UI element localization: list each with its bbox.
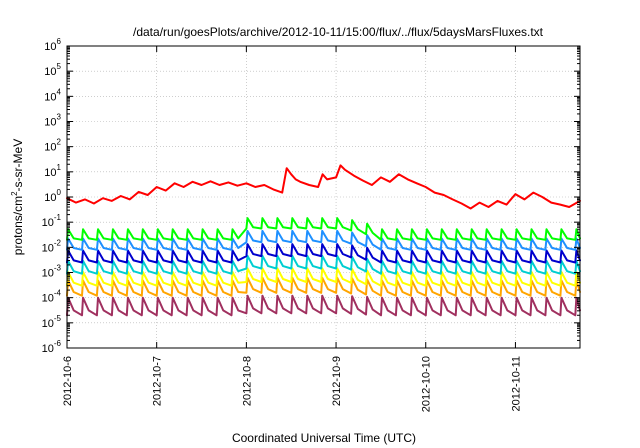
x-tick-label: 2012-10-10 [421, 356, 433, 412]
series-line [66, 294, 581, 317]
y-tick-label: 10-2 [42, 238, 62, 254]
x-axis: 2012-10-6 2012-10-7 2012-10-8 2012-10-9 2012… [62, 46, 522, 412]
y-tick-label: 10-5 [42, 314, 62, 330]
y-tick-label: 10-3 [42, 264, 62, 280]
y-tick-label: 101 [44, 163, 61, 179]
y-tick-label: 10-1 [42, 213, 62, 229]
x-tick-label: 2012-10-7 [152, 356, 164, 406]
y-axis-label-rest: -s-sr-MeV [11, 139, 25, 192]
y-tick-label: 102 [44, 138, 61, 154]
x-axis-label: Coordinated Universal Time (UTC) [232, 431, 416, 445]
chart-title: /data/run/goesPlots/archive/2012-10-11/1… [133, 25, 544, 39]
y-axis-label-sup: 2 [10, 191, 19, 196]
series-line [66, 243, 581, 264]
series-line [66, 229, 581, 251]
x-tick-label: 2012-10-8 [241, 356, 253, 406]
y-tick-label: 106 [44, 37, 61, 53]
series-lines [66, 164, 581, 317]
y-tick-label: 100 [44, 188, 61, 204]
y-axis-label: protons/cm2-s-sr-MeV [10, 139, 25, 255]
y-tick-label: 105 [44, 62, 61, 78]
y-tick-label: 10-6 [42, 339, 62, 355]
y-axis-label-base: protons/cm [11, 196, 25, 255]
grid-lines [67, 46, 580, 348]
x-tick-label: 2012-10-9 [331, 356, 343, 406]
x-tick-label: 2012-10-6 [62, 356, 74, 406]
x-tick-label: 2012-10-11 [510, 356, 522, 411]
series-line [66, 164, 581, 210]
y-tick-label: 104 [44, 87, 61, 103]
y-axis: 10-6 10-5 10-4 10-3 10-2 10-1 100 101 102 103 104 1… [42, 37, 580, 355]
y-tick-label: 103 [44, 113, 61, 129]
series-line [66, 217, 581, 241]
y-tick-label: 10-4 [42, 289, 62, 305]
series-line [66, 276, 581, 297]
